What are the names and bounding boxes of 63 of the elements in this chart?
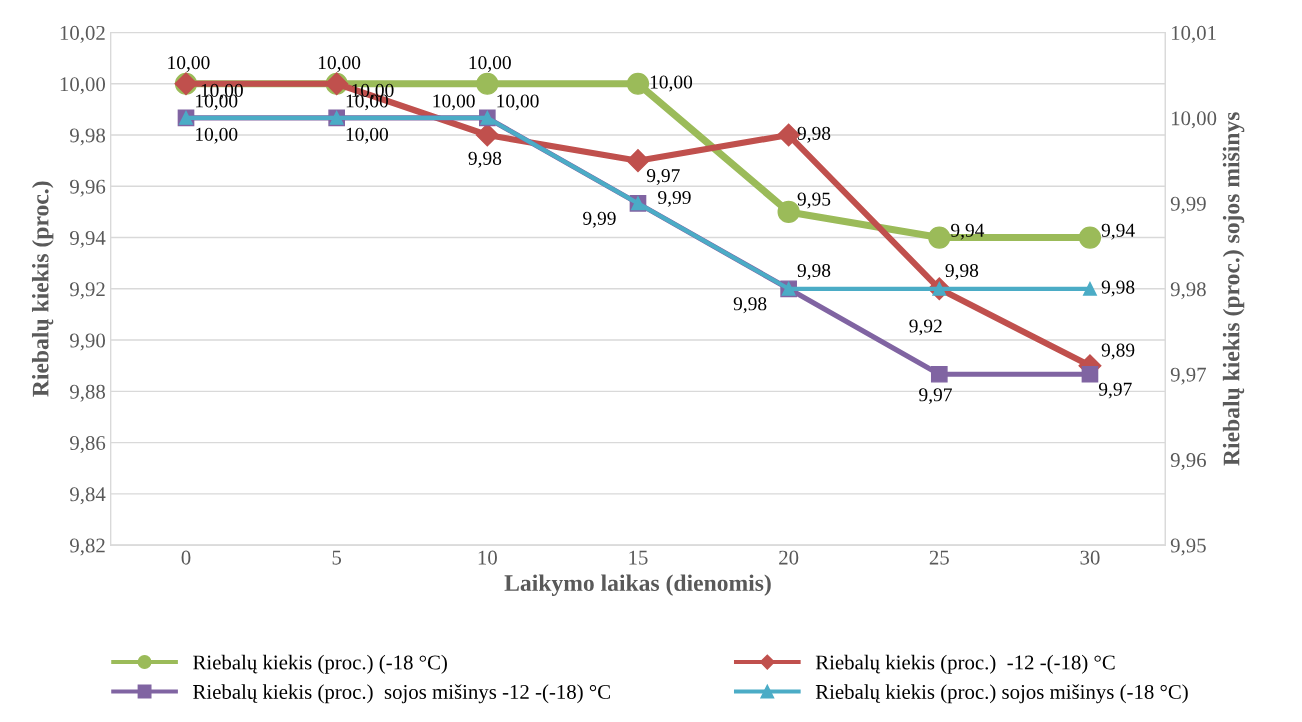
x-tick-label: 20 [779,550,799,565]
y-tick-label: 9,90 [70,333,106,351]
data-label: 9,98 [468,151,502,168]
data-label: 10,00 [433,94,475,111]
x-axis-title: Laikymo laikas (dienomis) [504,574,771,596]
point [930,365,948,383]
data-label: 10,00 [168,56,210,72]
data-label: 10,00 [196,127,238,144]
y-tick-label: 9,88 [70,384,106,402]
y2-tick-label: 9,97 [1170,367,1207,385]
data-label: 9,94 [1101,223,1135,240]
y2-tick-label: 10,01 [1171,25,1216,43]
y-tick-label: 9,92 [70,282,105,300]
point [1081,365,1099,383]
legend-label: Riebalų kiekis (proc.) -12 -(-18) °C [815,654,1115,674]
data-label: 9,98 [945,263,979,280]
x-tick-label: 5 [332,550,342,565]
y2-tick-label: 9,98 [1170,282,1206,300]
y2-tick-label: 10,00 [1171,111,1217,129]
y2-axis-title: Riebalų kiekis (proc.) sojos mišinys [1222,112,1245,466]
x-tick-label: 15 [629,550,648,565]
y-tick-label: 9,94 [70,230,106,248]
legend-label: Riebalų kiekis (proc.) (-18 °C) [193,654,447,674]
y-tick-label: 9,82 [70,538,105,556]
y-tick-label: 10,00 [60,77,106,95]
point [1078,226,1102,249]
y-axis-title: Riebalų kiekis (proc.) [31,181,54,397]
data-label: 10,00 [318,56,361,72]
y2-tick-label: 9,95 [1170,538,1206,556]
y2-tick-label: 9,96 [1170,453,1206,471]
x-tick-label: 30 [1080,550,1100,565]
data-label: 9,98 [797,263,831,280]
x-tick-label: 10 [478,550,497,565]
y2-tick-label: 9,99 [1170,196,1206,214]
y-tick-label: 10,02 [60,25,105,43]
data-label: 10,00 [497,94,539,111]
x-tick-label: 25 [929,550,949,565]
y-tick-label: 9,86 [70,435,106,454]
y-tick-label: 9,96 [70,179,106,197]
data-label: 9,95 [797,192,831,209]
data-label: 9,99 [583,211,616,228]
y-tick-label: 9,84 [70,487,106,505]
y-tick-label: 9,98 [70,128,106,146]
data-label: 9,97 [646,169,680,185]
data-label: 9,98 [1101,280,1135,297]
data-label: 10,00 [650,75,693,92]
point [476,72,499,95]
data-label: 9,98 [733,297,767,314]
point [626,72,650,95]
data-label: 9,97 [919,388,952,405]
data-label: 9,99 [658,191,691,207]
point [475,123,499,147]
data-label: 10,00 [346,127,388,144]
data-label: 10,00 [469,56,511,72]
point [928,226,951,249]
legend-label: Riebalų kiekis (proc.) sojos mišinys -12 -(-18) °C [193,684,610,704]
data-label: 9,97 [1098,382,1132,399]
data-label: 9,92 [909,319,942,336]
legend-label: Riebalų kiekis (proc.) sojos mišinys (-18 °C) [815,684,1188,704]
data-label: 9,89 [1101,343,1135,360]
point [1083,281,1097,296]
data-label: 9,98 [797,126,831,143]
x-tick-label: 0 [181,550,191,565]
